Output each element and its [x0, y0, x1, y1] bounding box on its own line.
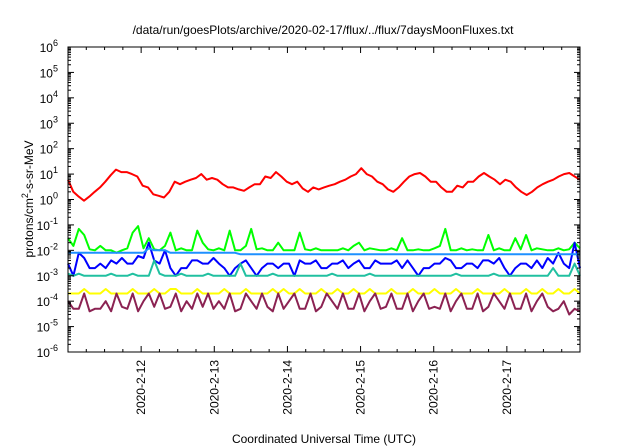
y-axis-title-base: protons/cm: [22, 198, 36, 257]
y-tick-label-exponent: -2: [50, 241, 58, 251]
x-tick-label: 2020-2-17: [500, 360, 514, 415]
plot-frame: [67, 46, 581, 353]
y-tick-label: 100: [40, 191, 58, 208]
y-tick-label-exponent: 5: [53, 63, 58, 73]
flux-series-line-4: [68, 247, 580, 256]
chart-title: /data/run/goesPlots/archive/2020-02-17/f…: [133, 23, 515, 37]
y-tick-label-base: 10: [37, 295, 51, 309]
y-tick-label: 10-3: [37, 267, 58, 284]
y-tick-label-base: 10: [40, 41, 54, 55]
series-group: [67, 167, 581, 316]
x-axis-title: Coordinated Universal Time (UTC): [232, 432, 416, 446]
flux-series-line-3: [67, 241, 581, 277]
y-tick-label: 101: [40, 165, 58, 182]
y-axis-title-sup: 2: [20, 193, 30, 198]
y-tick-label: 10-6: [37, 343, 58, 360]
y-tick-label: 102: [40, 140, 58, 157]
y-tick-label: 104: [40, 89, 58, 106]
y-tick-label-base: 10: [40, 66, 54, 80]
y-tick-label-base: 10: [40, 92, 54, 106]
y-tick-label-base: 10: [37, 321, 51, 335]
y-tick-label-base: 10: [37, 346, 51, 360]
x-tick-label: 2020-2-16: [427, 360, 441, 415]
x-tick-label: 2020-2-14: [280, 360, 294, 415]
flux-series-line-1: [67, 167, 581, 202]
y-tick-label: 10-4: [37, 292, 58, 309]
y-tick-label-base: 10: [40, 168, 54, 182]
y-axis-title: protons/cm2-s-sr-MeV: [20, 140, 36, 257]
y-tick-label-exponent: 0: [53, 191, 58, 201]
y-tick-label-exponent: -3: [50, 267, 58, 277]
y-tick-label: 106: [40, 38, 58, 55]
y-tick-label-exponent: 6: [53, 38, 58, 48]
flux-series-line-7: [67, 292, 581, 316]
y-tick-label: 103: [40, 114, 58, 131]
y-tick-label: 10-1: [37, 216, 58, 233]
y-tick-label-exponent: -6: [50, 343, 58, 353]
flux-series-line-5: [67, 259, 581, 277]
y-tick-label: 10-2: [37, 241, 58, 258]
y-tick-label: 10-5: [37, 318, 58, 335]
y-tick-label-exponent: 4: [53, 89, 58, 99]
y-tick-label-base: 10: [37, 270, 51, 284]
axis-ticks: 10-610-510-410-310-210-11001011021031041…: [37, 38, 580, 415]
x-tick-label: 2020-2-12: [134, 360, 148, 415]
x-tick-label: 2020-2-15: [354, 360, 368, 415]
y-tick-label-exponent: 3: [53, 114, 58, 124]
y-tick-label-exponent: 1: [53, 165, 58, 175]
x-tick-label: 2020-2-13: [207, 360, 221, 415]
y-tick-label-base: 10: [40, 194, 54, 208]
y-axis-title-rest: -s-sr-MeV: [22, 140, 36, 193]
y-tick-label: 105: [40, 63, 58, 80]
y-tick-label-base: 10: [40, 143, 54, 157]
y-tick-label-exponent: -5: [50, 318, 58, 328]
y-tick-label-exponent: -4: [50, 292, 58, 302]
y-tick-label-base: 10: [37, 219, 51, 233]
y-tick-label-exponent: -1: [50, 216, 58, 226]
flux-series-line-2: [67, 225, 581, 254]
y-tick-label-base: 10: [40, 117, 54, 131]
y-tick-label-exponent: 2: [53, 140, 58, 150]
y-tick-label-base: 10: [37, 244, 51, 258]
